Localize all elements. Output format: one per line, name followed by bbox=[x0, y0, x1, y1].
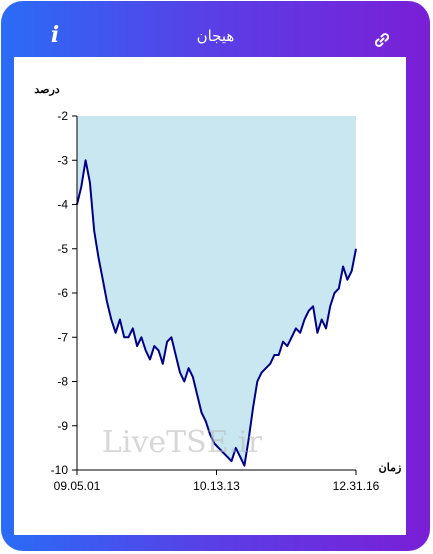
y-tick-label: -6 bbox=[57, 286, 68, 300]
y-tick-label: -4 bbox=[57, 198, 68, 212]
x-tick-label: 09.05.01 bbox=[54, 479, 101, 493]
y-axis-label: درصد bbox=[34, 84, 59, 96]
info-icon[interactable]: i bbox=[50, 22, 60, 48]
series-line bbox=[76, 159, 357, 467]
watermark: LiveTSE.ir bbox=[102, 425, 263, 460]
y-tick-label: -5 bbox=[57, 242, 68, 256]
y-tick-label: -3 bbox=[57, 153, 68, 167]
chart-title: هیجان bbox=[196, 27, 235, 45]
x-axis-label: زمان bbox=[379, 462, 402, 474]
card-header: i هیجان bbox=[1, 1, 430, 57]
series-area bbox=[77, 116, 356, 466]
y-tick-label: -10 bbox=[51, 463, 69, 477]
link-icon[interactable] bbox=[372, 30, 392, 50]
x-tick-label: 10.13.13 bbox=[193, 479, 240, 493]
y-tick-label: -7 bbox=[57, 330, 68, 344]
y-tick-label: -2 bbox=[57, 109, 68, 123]
chart-svg: درصد زمان LiveTSE.ir -2 -3 -4 -5 -6 -7 -8 -9 -10… bbox=[34, 84, 402, 493]
y-tick-label: -8 bbox=[57, 375, 68, 389]
y-tick-label: -9 bbox=[57, 419, 68, 433]
chart-panel: درصد زمان LiveTSE.ir -2 -3 -4 -5 -6 -7 -8 -9 -10… bbox=[14, 57, 406, 535]
x-tick-label: 12.31.16 bbox=[333, 479, 380, 493]
